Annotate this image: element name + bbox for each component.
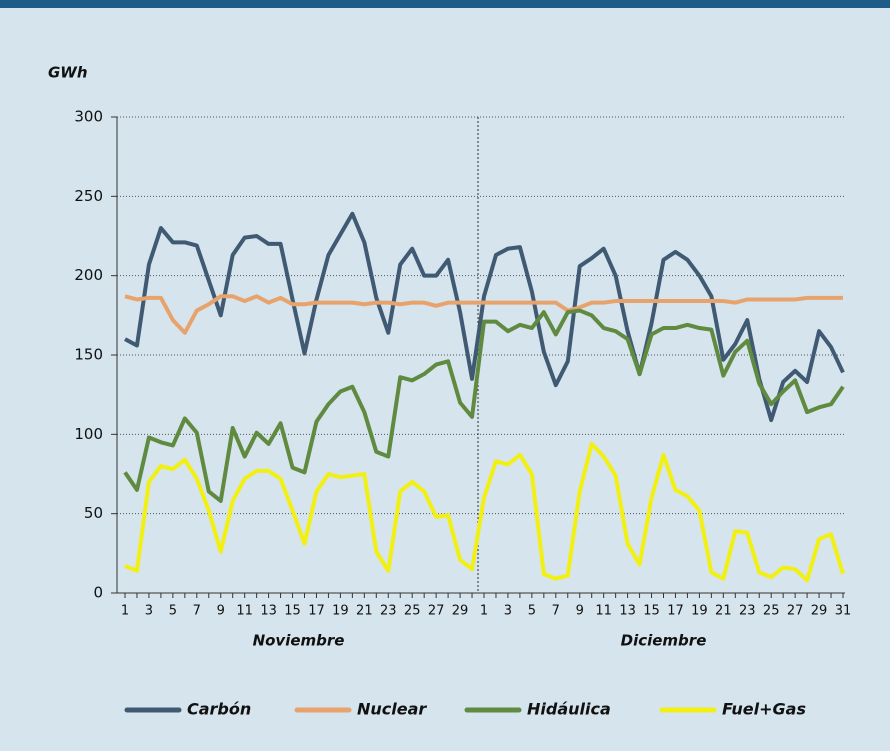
- x-group-label: Noviembre: [253, 632, 345, 650]
- x-tick-label: 15: [643, 604, 660, 619]
- y-tick-label: 150: [74, 346, 103, 364]
- y-tick-label: 0: [93, 584, 103, 602]
- x-tick-label: 25: [404, 604, 421, 619]
- series-line: [124, 441, 845, 583]
- y-tick-label: 100: [74, 425, 103, 443]
- x-tick-label: 21: [715, 604, 732, 619]
- x-tick-label: 13: [619, 604, 636, 619]
- x-tick-label: 29: [811, 604, 828, 619]
- x-group-label: Diciembre: [621, 632, 707, 650]
- legend-label: Fuel+Gas: [722, 700, 806, 719]
- x-tick-label: 19: [332, 604, 349, 619]
- legend-label: Carbón: [187, 700, 251, 719]
- x-tick-label: 15: [284, 604, 301, 619]
- x-tick-label: 21: [356, 604, 373, 619]
- x-tick-label: 13: [260, 604, 277, 619]
- x-tick-label: 1: [121, 604, 129, 619]
- x-tick-label: 11: [595, 604, 612, 619]
- x-tick-label: 7: [193, 604, 201, 619]
- x-tick-label: 23: [380, 604, 397, 619]
- top-bar: [0, 0, 890, 8]
- x-tick-label: 27: [428, 604, 445, 619]
- x-tick-label: 9: [217, 604, 225, 619]
- x-tick-label: 31: [835, 604, 852, 619]
- y-tick-label: 200: [74, 266, 103, 284]
- x-tick-label: 27: [787, 604, 804, 619]
- x-tick-label: 17: [667, 604, 684, 619]
- y-tick-label: 250: [74, 187, 103, 205]
- x-tick-label: 19: [691, 604, 708, 619]
- series-line: [124, 211, 845, 423]
- x-tick-label: 3: [504, 604, 512, 619]
- x-tick-label: 25: [763, 604, 780, 619]
- x-tick-label: 5: [169, 604, 177, 619]
- legend-label: Nuclear: [357, 700, 427, 719]
- x-tick-label: 9: [576, 604, 584, 619]
- x-tick-label: 1: [480, 604, 488, 619]
- y-tick-label: 50: [84, 504, 103, 522]
- x-tick-label: 17: [308, 604, 325, 619]
- y-tick-label: 300: [74, 108, 103, 126]
- x-tick-label: 23: [739, 604, 756, 619]
- x-tick-label: 29: [452, 604, 469, 619]
- x-tick-label: 11: [236, 604, 253, 619]
- y-axis-label: GWh: [48, 64, 88, 82]
- series-line: [123, 308, 845, 503]
- x-tick-label: 5: [528, 604, 536, 619]
- x-tick-label: 7: [552, 604, 560, 619]
- series-line: [124, 294, 843, 335]
- x-tick-label: 3: [145, 604, 153, 619]
- legend-label: Hidáulica: [527, 700, 611, 719]
